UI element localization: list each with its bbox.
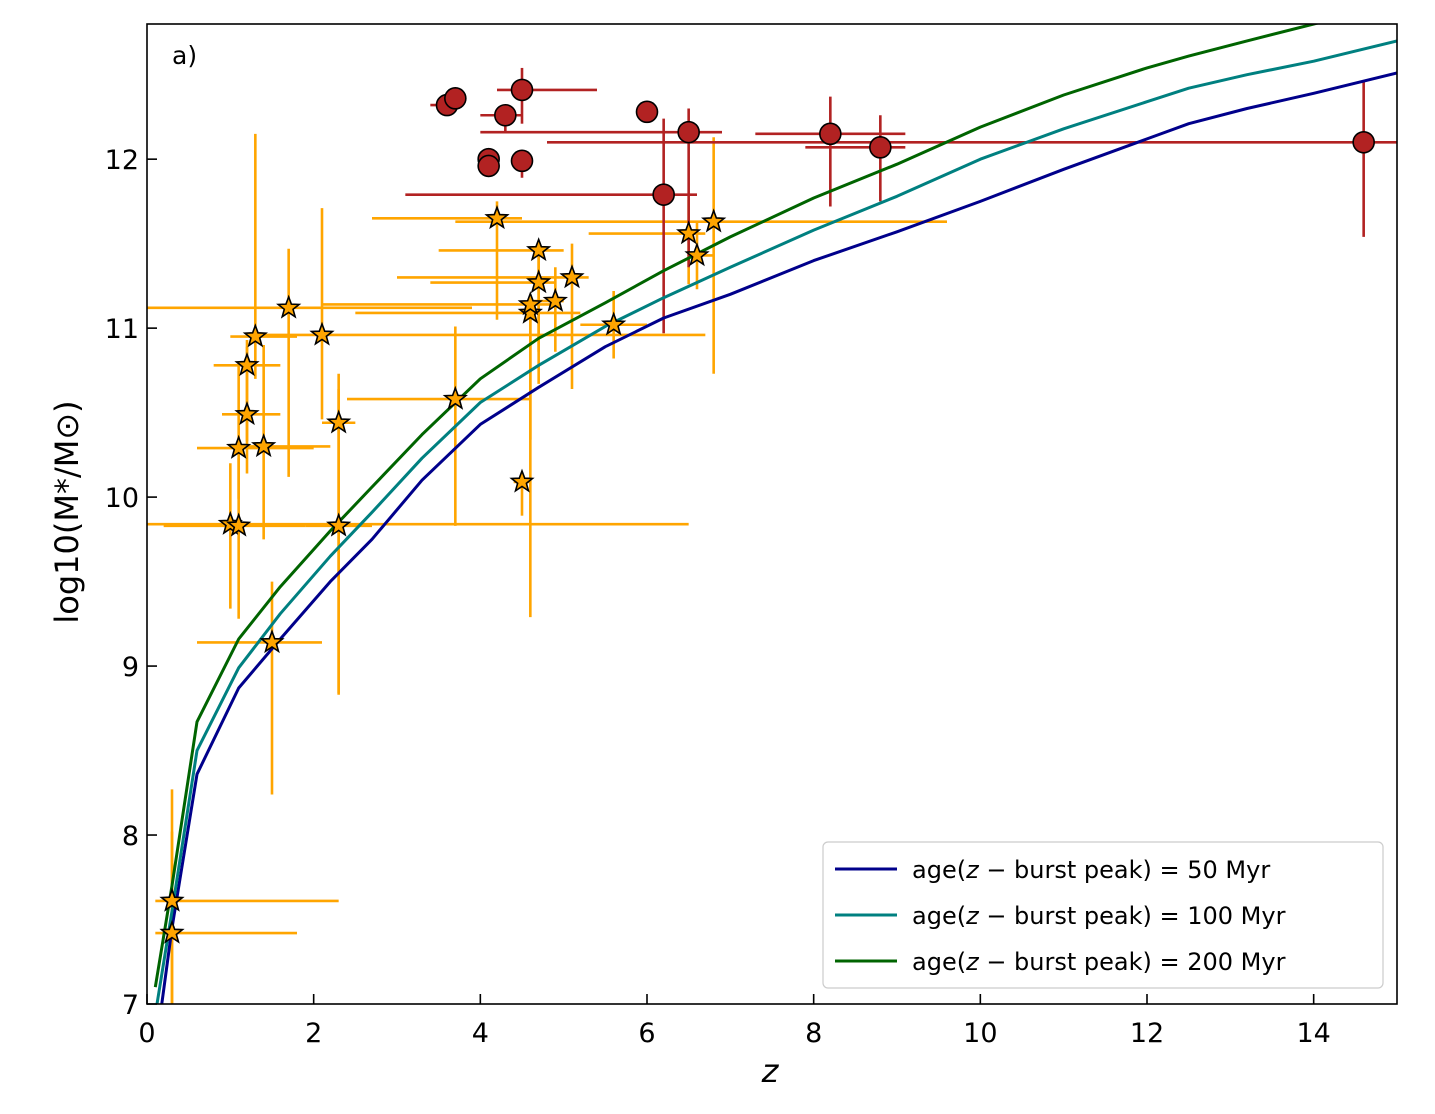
star-marker — [526, 269, 552, 294]
legend-label-2: age(z − burst peak) = 100 Myr — [912, 902, 1286, 930]
star-marker — [159, 919, 185, 944]
circle-marker — [510, 149, 534, 173]
model-line-3 — [153, 24, 1321, 988]
circle-marker — [1352, 130, 1375, 154]
model-lines — [153, 24, 1397, 1004]
star-marker — [276, 294, 302, 319]
star-marker — [309, 321, 335, 346]
legend: age(z − burst peak) = 50 Myr age(z − burs… — [822, 841, 1384, 989]
legend-box — [822, 841, 1384, 989]
y-tick-label: 7 — [122, 990, 139, 1021]
circle-marker — [819, 122, 842, 146]
star-marker — [226, 512, 252, 537]
y-tick-label: 9 — [122, 652, 139, 683]
y-tick-label: 12 — [105, 145, 139, 176]
x-axis-ticks: 0 2 4 6 8 10 12 14 — [138, 994, 1331, 1049]
star-marker — [259, 629, 285, 654]
model-line-2 — [155, 39, 1397, 1004]
star-marker — [234, 352, 260, 377]
x-tick-label: 10 — [963, 1018, 997, 1049]
star-marker — [676, 220, 702, 245]
star-marker — [509, 468, 535, 493]
plot-frame — [146, 23, 1398, 1005]
x-tick-label: 6 — [638, 1018, 655, 1049]
circle-marker — [510, 78, 534, 102]
model-line-1 — [160, 71, 1397, 1004]
star-marker — [559, 264, 585, 289]
star-marker — [542, 287, 568, 312]
star-marker — [159, 887, 185, 912]
x-tick-label: 14 — [1296, 1018, 1330, 1049]
legend-label-1: age(z − burst peak) = 50 Myr — [912, 856, 1270, 884]
star-markers — [159, 205, 727, 944]
x-tick-label: 2 — [305, 1018, 322, 1049]
y-tick-label: 11 — [105, 314, 139, 345]
star-marker — [226, 434, 252, 459]
star-marker — [251, 433, 277, 458]
circle-markers — [435, 78, 1375, 206]
star-marker — [326, 512, 352, 537]
star-marker — [701, 208, 727, 233]
circle-marker — [477, 154, 500, 178]
star-marker — [484, 205, 510, 230]
circle-marker — [677, 120, 700, 144]
y-tick-label: 8 — [122, 821, 139, 852]
circle-marker — [652, 183, 675, 206]
circle-marker — [635, 100, 659, 124]
y-axis-label: log10(M*/M⊙) — [48, 400, 86, 623]
x-tick-label: 4 — [472, 1018, 489, 1049]
x-tick-label: 8 — [805, 1018, 822, 1049]
circle-marker — [444, 87, 467, 110]
star-marker — [517, 291, 543, 316]
star-marker — [442, 385, 468, 410]
x-tick-label: 12 — [1130, 1018, 1164, 1049]
star-marker — [684, 242, 710, 267]
star-marker — [242, 323, 268, 348]
star-marker — [326, 409, 352, 434]
plot-area — [147, 24, 1397, 1004]
star-marker — [526, 237, 552, 262]
circle-marker — [869, 136, 892, 159]
legend-label-3: age(z − burst peak) = 200 Myr — [912, 948, 1286, 976]
panel-label: a) — [172, 41, 197, 70]
star-marker — [517, 299, 543, 324]
y-axis-ticks: 7 8 9 10 11 12 — [105, 145, 157, 1021]
star-marker — [234, 401, 260, 426]
star-marker — [601, 311, 627, 336]
circle-marker — [494, 103, 517, 127]
y-tick-label: 10 — [105, 483, 139, 514]
x-axis-label: z — [761, 1052, 780, 1090]
x-tick-label: 0 — [138, 1018, 155, 1049]
